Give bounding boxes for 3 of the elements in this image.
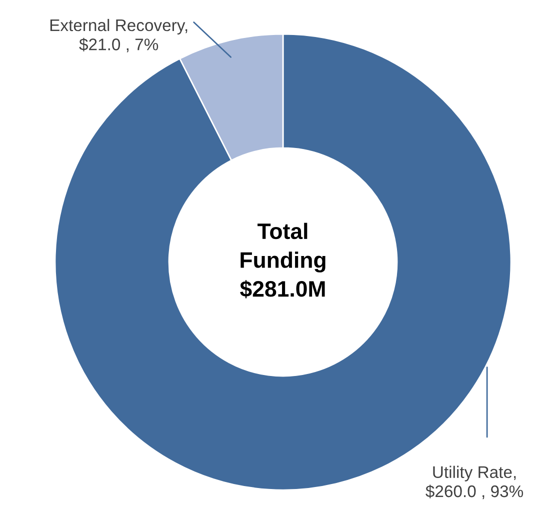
slice-label: Utility Rate, $260.0 , 93% [426, 466, 524, 500]
slice-label: External Recovery, $21.0 , 7% [50, 18, 188, 52]
text: Total Funding $281.0M [240, 222, 326, 298]
